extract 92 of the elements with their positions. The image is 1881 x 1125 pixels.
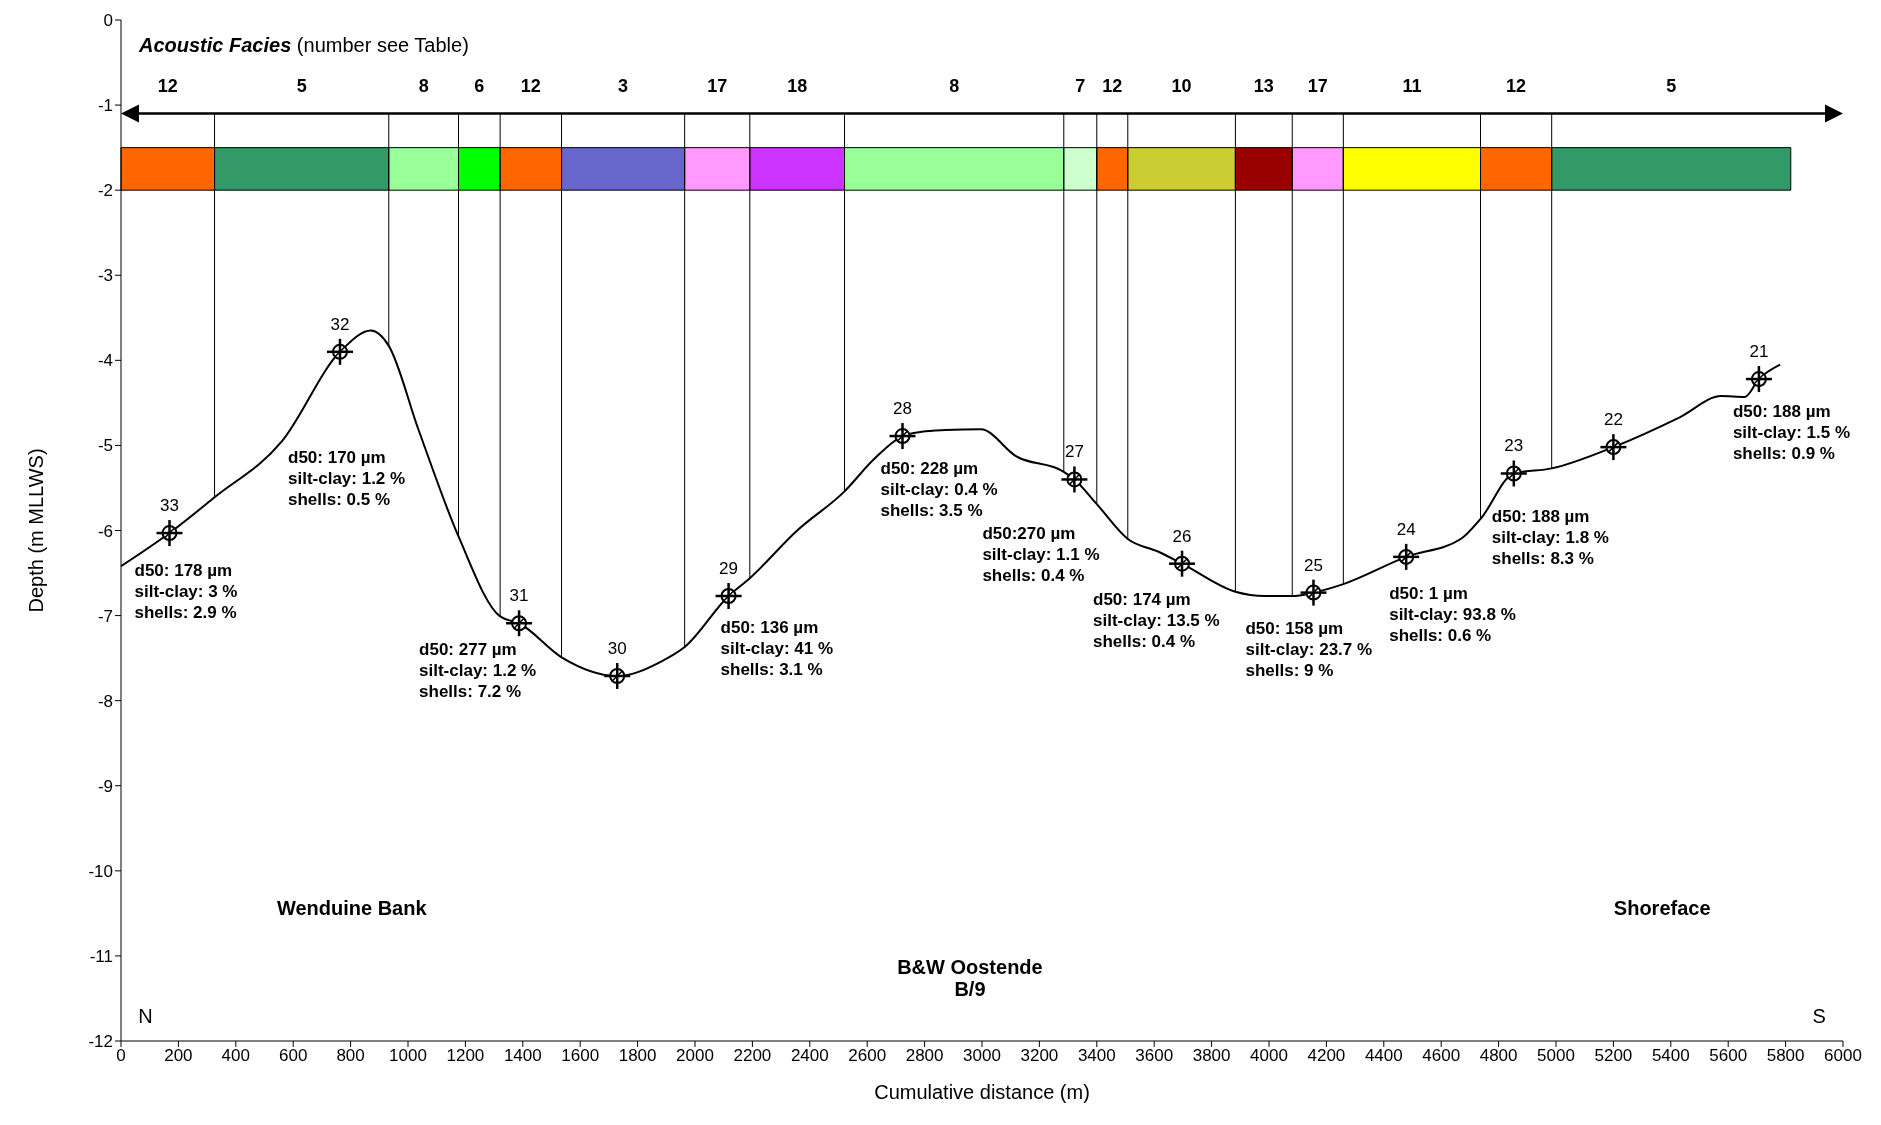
y-axis-title: Depth (m MLLWS) (25, 448, 48, 613)
x-tick-label: 600 (279, 1046, 308, 1066)
y-tick-label: -12 (88, 1032, 113, 1052)
annotation: d50: 1 µm silt-clay: 93.8 % shells: 0.6 % (1389, 583, 1516, 645)
band-label: 10 (1171, 75, 1192, 96)
band-label: 12 (157, 75, 178, 96)
y-tick-label: -11 (89, 946, 113, 966)
x-tick-label: 5400 (1651, 1046, 1690, 1066)
band-label: 12 (1102, 75, 1123, 96)
x-tick-label: 1200 (446, 1046, 485, 1066)
annotation: 29 (719, 559, 739, 579)
x-tick-label: 400 (221, 1046, 250, 1066)
x-tick-label: 1400 (503, 1046, 542, 1066)
annotation: d50: 178 µm silt-clay: 3 % shells: 2.9 % (134, 561, 238, 623)
annotation: N (138, 1005, 153, 1028)
annotation: 27 (1064, 442, 1084, 462)
band-label: 12 (520, 75, 541, 96)
y-tick-label: -3 (97, 266, 113, 286)
x-tick-label: 2000 (676, 1046, 714, 1066)
annotation: 28 (893, 399, 912, 419)
y-tick-label: -7 (97, 606, 113, 626)
x-tick-label: 0 (116, 1046, 126, 1066)
x-tick-label: 1600 (561, 1046, 600, 1066)
x-tick-label: 1800 (618, 1046, 657, 1066)
band-label: 18 (787, 75, 808, 96)
annotation: B&W Oostende B/9 (897, 955, 1043, 1000)
x-tick-label: 1000 (389, 1046, 427, 1066)
x-tick-label: 800 (336, 1046, 365, 1066)
x-tick-label: 2200 (733, 1046, 772, 1066)
annotation: d50: 188 µm silt-clay: 1.8 % shells: 8.3 % (1491, 507, 1609, 569)
band-label: 8 (949, 75, 960, 96)
band-label: 11 (1402, 75, 1422, 96)
x-tick-label: 3800 (1192, 1046, 1231, 1066)
x-tick-label: 200 (164, 1046, 193, 1066)
annotation: d50: 158 µm silt-clay: 23.7 % shells: 9 % (1245, 618, 1373, 680)
annotation: 23 (1504, 436, 1524, 456)
x-tick-label: 5600 (1709, 1046, 1748, 1066)
band-label: 13 (1253, 75, 1274, 96)
annotation: 26 (1172, 526, 1192, 546)
band-label: 5 (1666, 75, 1677, 96)
annotation: 22 (1603, 410, 1623, 430)
annotation: d50: 170 µm silt-clay: 1.2 % shells: 0.5 % (288, 448, 406, 510)
y-tick-label: -8 (97, 691, 113, 711)
band-label: 17 (707, 75, 728, 96)
x-tick-label: 5200 (1594, 1046, 1633, 1066)
annotation: 21 (1749, 342, 1769, 362)
x-tick-label: 3000 (963, 1046, 1001, 1066)
band-label: 6 (474, 75, 485, 96)
annotation: 31 (509, 586, 529, 606)
y-tick-label: -2 (97, 181, 113, 201)
y-tick-label: -5 (97, 436, 113, 456)
legend-title: Acoustic Facies (138, 33, 292, 56)
band-label: 17 (1307, 75, 1328, 96)
x-tick-label: 5000 (1537, 1046, 1575, 1066)
annotation: S (1812, 1005, 1826, 1028)
x-tick-label: 3400 (1077, 1046, 1116, 1066)
annotation: 32 (330, 314, 350, 334)
band-label: 8 (418, 75, 429, 96)
y-tick-label: -10 (88, 861, 113, 881)
x-tick-label: 5800 (1766, 1046, 1805, 1066)
x-tick-label: 4400 (1364, 1046, 1403, 1066)
x-tick-label: 6000 (1824, 1046, 1862, 1066)
x-tick-label: 2400 (790, 1046, 829, 1066)
band-label: 12 (1506, 75, 1527, 96)
annotation: Wenduine Bank (276, 897, 428, 920)
band-label: 7 (1075, 75, 1086, 96)
x-tick-label: 2800 (905, 1046, 944, 1066)
annotation: 30 (607, 638, 627, 658)
annotation: d50: 277 µm silt-clay: 1.2 % shells: 7.2 % (419, 640, 537, 702)
annotation: d50: 136 µm silt-clay: 41 % shells: 3.1 % (720, 618, 834, 680)
band-label: 5 (296, 75, 307, 96)
annotation: d50: 174 µm silt-clay: 13.5 % shells: 0.4 % (1093, 589, 1220, 651)
x-tick-label: 3200 (1020, 1046, 1059, 1066)
y-tick-label: -6 (97, 521, 113, 541)
y-tick-label: -1 (97, 96, 113, 116)
annotation: Shoreface (1613, 897, 1711, 920)
band-label: 3 (618, 75, 629, 96)
x-tick-label: 4200 (1307, 1046, 1346, 1066)
annotation: 24 (1396, 519, 1416, 539)
annotation: 25 (1304, 555, 1323, 575)
y-tick-label: -4 (97, 351, 113, 371)
x-axis-title: Cumulative distance (m) (874, 1081, 1090, 1103)
x-tick-label: 4800 (1479, 1046, 1518, 1066)
x-tick-label: 2600 (848, 1046, 887, 1066)
x-tick-label: 4600 (1422, 1046, 1461, 1066)
x-tick-label: 3600 (1135, 1046, 1174, 1066)
x-tick-label: 4000 (1250, 1046, 1288, 1066)
y-tick-label: 0 (103, 11, 113, 31)
y-tick-label: -9 (97, 776, 113, 796)
annotation: (number see Table) (291, 33, 469, 56)
annotation: 33 (160, 496, 179, 516)
annotation: d50: 188 µm silt-clay: 1.5 % shells: 0.9 % (1732, 402, 1851, 464)
